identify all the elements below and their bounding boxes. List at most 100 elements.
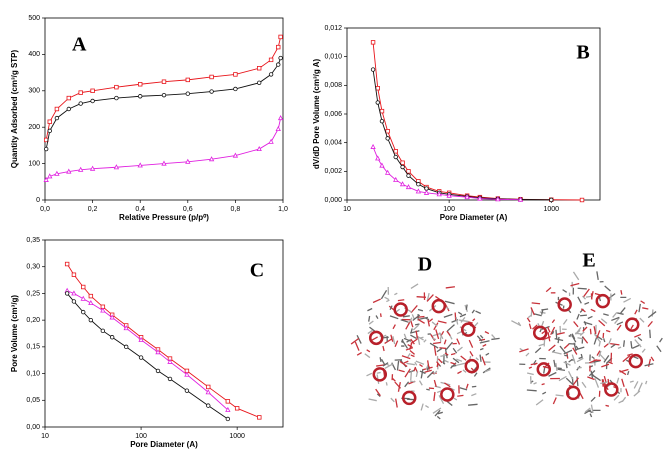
marker bbox=[72, 300, 76, 304]
marker bbox=[124, 345, 128, 349]
bond bbox=[542, 384, 545, 385]
marker bbox=[67, 107, 71, 111]
y-tick-label: 0,006 bbox=[324, 111, 342, 118]
y-tick-label: 300 bbox=[28, 88, 40, 95]
marker bbox=[549, 198, 553, 202]
marker bbox=[91, 89, 95, 93]
marker bbox=[401, 161, 405, 165]
y-axis-label: dV/dD Pore Volume (cm³/g A) bbox=[312, 59, 321, 170]
bond bbox=[415, 324, 419, 325]
marker bbox=[371, 68, 375, 72]
marker bbox=[210, 90, 214, 94]
panel-label: A bbox=[72, 34, 87, 56]
marker bbox=[139, 356, 143, 360]
marker bbox=[44, 147, 48, 151]
marker bbox=[115, 85, 119, 89]
y-axis-label: Pore Volume (cm³/g) bbox=[10, 295, 19, 373]
marker bbox=[206, 404, 210, 408]
figure: D E 01002003004005000,00,20,40,60,81,0Re… bbox=[0, 0, 664, 450]
y-tick-label: 0,008 bbox=[324, 82, 342, 89]
y-tick-label: 0,012 bbox=[324, 25, 342, 32]
marker bbox=[55, 116, 59, 120]
marker bbox=[371, 41, 375, 45]
marker bbox=[89, 318, 93, 322]
y-tick-label: 0,05 bbox=[26, 397, 40, 404]
bond bbox=[564, 355, 568, 356]
bond bbox=[420, 337, 424, 338]
marker bbox=[257, 81, 261, 85]
y-tick-label: 0,20 bbox=[26, 317, 40, 324]
bond bbox=[606, 405, 609, 406]
marker bbox=[269, 58, 273, 62]
marker bbox=[394, 155, 398, 159]
x-tick-label: 0,0 bbox=[40, 206, 50, 213]
bond bbox=[578, 288, 587, 289]
y-tick-label: 200 bbox=[28, 124, 40, 131]
marker bbox=[81, 285, 85, 289]
y-axis-label: Quantity Adsorbed (cm³/g STP) bbox=[10, 49, 19, 168]
marker bbox=[226, 417, 230, 421]
bond bbox=[380, 357, 381, 362]
x-tick-label: 1000 bbox=[543, 206, 559, 213]
y-tick-label: 0,00 bbox=[26, 424, 40, 431]
marker bbox=[48, 129, 52, 133]
x-axis-label: Pore Diameter (A) bbox=[130, 440, 198, 449]
bond bbox=[650, 330, 651, 338]
bond bbox=[590, 329, 591, 334]
marker bbox=[407, 174, 411, 178]
marker bbox=[257, 66, 261, 70]
marker bbox=[89, 294, 93, 298]
x-tick-label: 0,8 bbox=[231, 206, 241, 213]
bond bbox=[466, 305, 467, 310]
y-tick-label: 100 bbox=[28, 160, 40, 167]
y-tick-label: 400 bbox=[28, 51, 40, 58]
bond bbox=[377, 372, 381, 373]
marker bbox=[115, 96, 119, 100]
bond bbox=[621, 290, 622, 294]
marker bbox=[168, 377, 172, 381]
marker bbox=[206, 385, 210, 389]
marker bbox=[210, 75, 214, 79]
marker bbox=[72, 273, 76, 277]
bond bbox=[369, 316, 370, 322]
marker bbox=[156, 369, 160, 373]
bond bbox=[577, 368, 581, 369]
marker bbox=[386, 129, 390, 133]
bond bbox=[569, 344, 576, 345]
marker bbox=[81, 310, 85, 314]
bond bbox=[624, 340, 625, 347]
y-tick-label: 0,010 bbox=[324, 54, 342, 61]
x-tick-label: 0,4 bbox=[135, 206, 145, 213]
marker bbox=[65, 292, 69, 296]
bond bbox=[381, 313, 382, 317]
x-axis-label: Relative Pressure (p/p⁰) bbox=[119, 213, 209, 222]
bond bbox=[426, 389, 430, 390]
marker bbox=[279, 35, 283, 39]
marker bbox=[580, 198, 584, 202]
bond bbox=[556, 330, 557, 339]
bond bbox=[472, 386, 476, 387]
marker bbox=[376, 101, 380, 105]
x-axis-label: Pore Diameter (A) bbox=[440, 213, 508, 222]
y-tick-label: 0 bbox=[36, 197, 40, 204]
background bbox=[0, 0, 664, 450]
marker bbox=[234, 73, 238, 77]
marker bbox=[91, 99, 95, 103]
bond bbox=[580, 315, 587, 316]
y-tick-label: 0,30 bbox=[26, 264, 40, 271]
bond bbox=[410, 381, 415, 382]
marker bbox=[65, 262, 69, 266]
marker bbox=[401, 165, 405, 169]
y-tick-label: 0,000 bbox=[324, 197, 342, 204]
y-tick-label: 0,15 bbox=[26, 344, 40, 351]
marker bbox=[101, 329, 105, 333]
bond bbox=[411, 371, 412, 380]
panel-label: D bbox=[418, 254, 432, 276]
y-tick-label: 0,002 bbox=[324, 168, 342, 175]
marker bbox=[185, 389, 189, 393]
marker bbox=[110, 335, 114, 339]
x-tick-label: 1000 bbox=[229, 433, 245, 440]
bond bbox=[532, 303, 540, 304]
marker bbox=[386, 137, 390, 141]
marker bbox=[162, 80, 166, 84]
